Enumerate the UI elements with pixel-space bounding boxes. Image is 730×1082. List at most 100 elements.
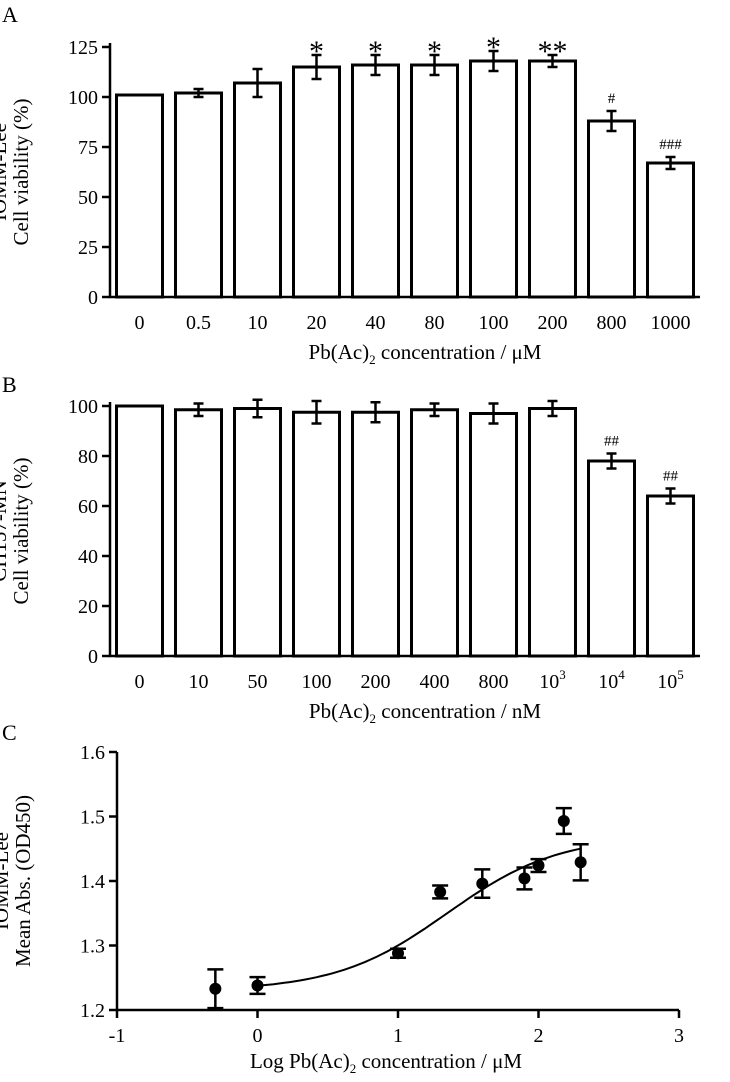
x-tick-label: -1 xyxy=(109,1025,126,1047)
bar-100 xyxy=(292,410,341,658)
x-tick-label: 0 xyxy=(135,671,145,693)
y-tick-label: 1.4 xyxy=(80,871,105,893)
error-bar xyxy=(429,402,440,418)
bar-400 xyxy=(410,408,459,658)
y-axis-label-line1: IOMM-Lee xyxy=(0,832,13,930)
y-tick-label: 1.3 xyxy=(80,936,105,958)
error-bar xyxy=(606,452,617,470)
data-point xyxy=(532,859,545,872)
x-axis-label: Log Pb(Ac)2 concentration / μM xyxy=(250,1049,522,1076)
x-tick-label: 1000 xyxy=(651,312,691,334)
error-bar xyxy=(547,399,558,418)
error-bar xyxy=(488,49,499,73)
error-bar xyxy=(429,53,440,77)
panel-label: A xyxy=(2,2,18,27)
panel-a: A 0 25 50 75 100 125 0 0.5 10 20 * 40 * 80 * 100 * 200 ** 80… xyxy=(0,2,700,367)
significance-annotation: ## xyxy=(663,469,679,485)
x-axis-label: Pb(Ac)2 concentration / μM xyxy=(309,340,542,367)
fit-curve xyxy=(257,847,581,987)
y-tick-label: 0 xyxy=(88,287,98,309)
error-bar xyxy=(665,487,676,505)
bar-200 xyxy=(351,410,400,658)
bar-80 xyxy=(410,63,459,299)
bar-40 xyxy=(351,63,400,299)
bar-10 xyxy=(587,459,636,658)
significance-annotation: # xyxy=(608,91,616,107)
y-axis-label-line1: IOMM-Lee xyxy=(0,123,11,221)
bar-200 xyxy=(528,59,577,299)
data-point xyxy=(574,856,587,869)
significance-annotation: * xyxy=(486,31,501,64)
error-bar xyxy=(252,398,263,419)
x-tick-label: 100 xyxy=(302,671,332,693)
panel-c: C 1.2 1.3 1.4 1.5 1.6 -1 0 1 2 3 Log Pb(Ac)2 concen… xyxy=(0,720,684,1076)
x-axis-label: Pb(Ac)2 concentration / nM xyxy=(309,699,542,726)
bar-10 xyxy=(646,494,695,658)
x-tick-label: 80 xyxy=(425,312,445,334)
y-tick-label: 20 xyxy=(78,596,98,618)
y-axis-label-line1: CH157-MN xyxy=(0,480,11,582)
x-tick-label: 50 xyxy=(248,671,268,693)
bar-800 xyxy=(587,119,636,299)
bar-0 xyxy=(115,404,164,658)
error-bar xyxy=(547,53,558,69)
data-point xyxy=(518,872,531,885)
x-tick-label: 10 xyxy=(248,312,268,334)
error-bar xyxy=(665,155,676,171)
bar-0 xyxy=(115,93,164,299)
x-tick-label: 3 xyxy=(674,1025,684,1047)
bar-100 xyxy=(469,59,518,299)
panel-b: B 0 20 40 60 80 100 0 10 50 100 200 400 800 103 104 ## 10… xyxy=(0,372,700,726)
error-bar xyxy=(370,53,381,77)
error-bar xyxy=(488,402,499,425)
bar-50 xyxy=(233,407,282,658)
error-bar xyxy=(606,109,617,133)
panel-label: C xyxy=(2,720,17,745)
x-tick-label: 0.5 xyxy=(186,312,211,334)
x-tick-label: 1 xyxy=(393,1025,403,1047)
significance-annotation: * xyxy=(427,35,442,68)
y-tick-label: 100 xyxy=(68,87,98,109)
x-tick-label: 103 xyxy=(539,667,566,693)
y-tick-label: 60 xyxy=(78,496,98,518)
significance-annotation: ### xyxy=(659,137,682,153)
bar-10 xyxy=(233,81,282,299)
y-axis-label-line2: Cell viability (%) xyxy=(9,458,33,605)
y-tick-label: 40 xyxy=(78,546,98,568)
error-bar xyxy=(311,399,322,425)
x-tick-label: 800 xyxy=(597,312,627,334)
x-tick-label: 100 xyxy=(479,312,509,334)
y-tick-label: 1.2 xyxy=(80,1000,105,1022)
y-tick-label: 50 xyxy=(78,187,98,209)
y-axis-label-line2: Cell viability (%) xyxy=(9,99,33,246)
x-tick-label: 40 xyxy=(366,312,386,334)
data-point xyxy=(476,877,489,890)
x-tick-label: 200 xyxy=(361,671,391,693)
error-bar xyxy=(193,402,204,418)
data-point xyxy=(251,979,264,992)
error-bar xyxy=(370,401,381,424)
x-tick-label: 400 xyxy=(420,671,450,693)
panel-label: B xyxy=(2,372,17,397)
x-tick-label: 0 xyxy=(253,1025,263,1047)
x-tick-label: 0 xyxy=(135,312,145,334)
y-tick-label: 75 xyxy=(78,137,98,159)
significance-annotation: ** xyxy=(538,35,568,68)
error-bar xyxy=(193,87,204,99)
x-tick-label: 200 xyxy=(538,312,568,334)
bar-0.5 xyxy=(174,91,223,299)
x-tick-label: 10 xyxy=(189,671,209,693)
data-point xyxy=(434,885,447,898)
y-tick-label: 100 xyxy=(68,396,98,418)
y-tick-label: 125 xyxy=(68,37,98,59)
y-tick-label: 25 xyxy=(78,237,98,259)
error-bar xyxy=(252,67,263,99)
bar-1000 xyxy=(646,161,695,299)
axis-lines xyxy=(115,752,679,1012)
x-tick-label: 20 xyxy=(307,312,327,334)
bar-10 xyxy=(174,408,223,658)
x-tick-label: 2 xyxy=(534,1025,544,1047)
data-point xyxy=(209,982,222,995)
y-tick-label: 80 xyxy=(78,446,98,468)
